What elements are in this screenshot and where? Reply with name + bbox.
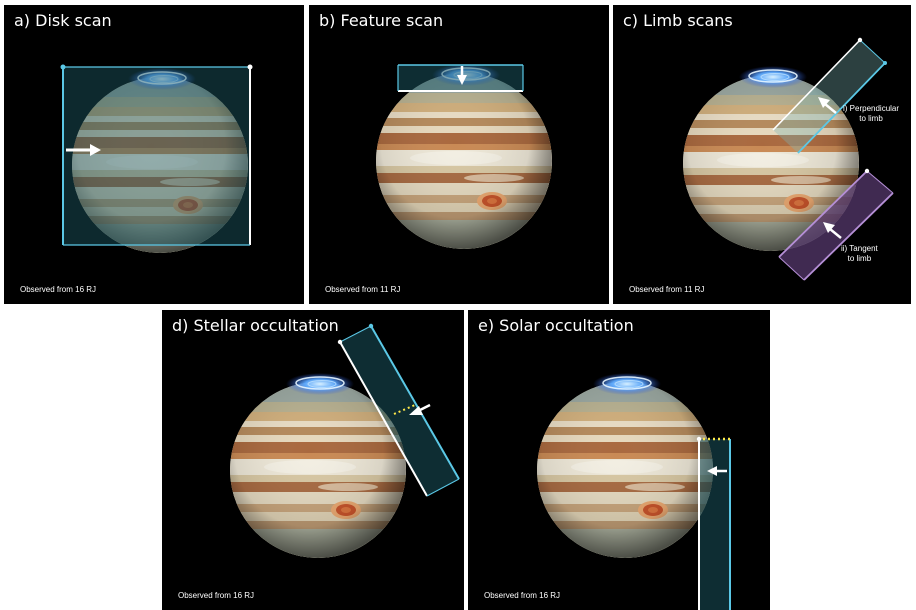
perpendicular-label: i) Perpendicular to limb [843,104,899,124]
observation-distance: Observed from 16 RJ [20,285,97,294]
panel-disk-scan: a) Disk scan Observed from 16 RJ [4,5,304,304]
tangent-label-line: to limb [847,254,872,263]
solar-occultation-corner-marker [696,436,702,442]
tangent-scan-corner-marker [864,168,870,174]
stellar-occultation-illustration [162,323,460,610]
arrow-icon [66,144,101,156]
perpendicular-scan-right-edge [797,62,886,154]
stellar-occultation-bottom-edge [426,478,460,497]
arrow-icon [823,222,842,239]
panel-solar-occultation: e) Solar occultation Observed from 16 RJ [468,310,770,610]
stellar-occultation-corner-marker [337,339,343,345]
observation-distance: Observed from 16 RJ [178,591,255,600]
panel-limb-scans: i) Perpendicular to limb ii) Tangent to … [613,5,911,304]
occultation-tangent-dots [393,404,416,415]
tangent-label: ii) Tangent to limb [841,244,878,264]
panel-title: a) Disk scan [14,11,112,30]
tangent-scan-right-edge [803,192,894,281]
stellar-occultation-left-edge [339,341,428,497]
jupiter-icon [535,373,715,560]
observation-distance: Observed from 11 RJ [629,285,705,294]
perpendicular-scan-region [773,40,885,153]
arrow-icon [409,403,431,415]
perpendicular-scan-left-edge [772,39,861,131]
stellar-occultation-top-edge [339,325,372,343]
perpendicular-label-line: i) Perpendicular [843,104,900,113]
tangent-label-line: ii) Tangent [841,244,878,253]
arrow-icon [818,97,837,114]
jupiter-icon [374,64,554,251]
disk-scan-region [63,67,250,245]
limb-scans-illustration [613,37,894,281]
tangent-scan-top-edge [866,170,894,194]
panel-stellar-occultation: d) Stellar occultation Observed from 16 … [162,310,464,610]
disk-scan-illustration [60,64,253,304]
tangent-scan-bottom-edge [778,256,805,281]
perpendicular-scan-corner-marker [857,37,863,43]
solar-occultation-beam [699,439,730,610]
observation-distance: Observed from 11 RJ [325,285,401,294]
arrow-icon [707,466,727,476]
disk-scan-corner-marker [247,64,253,70]
panel-title: e) Solar occultation [478,316,634,335]
disk-scan-corner-marker [60,64,66,70]
arrow-icon [457,66,467,85]
panel-title: d) Stellar occultation [172,316,339,335]
stellar-occultation-right-edge [370,325,460,480]
perpendicular-label-line: to limb [859,114,883,123]
observation-distance: Observed from 16 RJ [484,591,561,600]
tangent-scan-left-edge [778,170,868,258]
panel-title: c) Limb scans [623,11,733,30]
solar-occultation-illustration [468,310,731,610]
perpendicular-scan-corner-marker [883,61,887,65]
panel-feature-scan: b) Feature scan Observed from 11 RJ [309,5,609,304]
feature-scan-illustration [309,5,609,304]
tangent-scan-region [779,171,893,280]
panel-title: b) Feature scan [319,11,444,30]
stellar-occultation-corner-marker [368,323,374,329]
perpendicular-scan-top-edge [859,39,886,64]
